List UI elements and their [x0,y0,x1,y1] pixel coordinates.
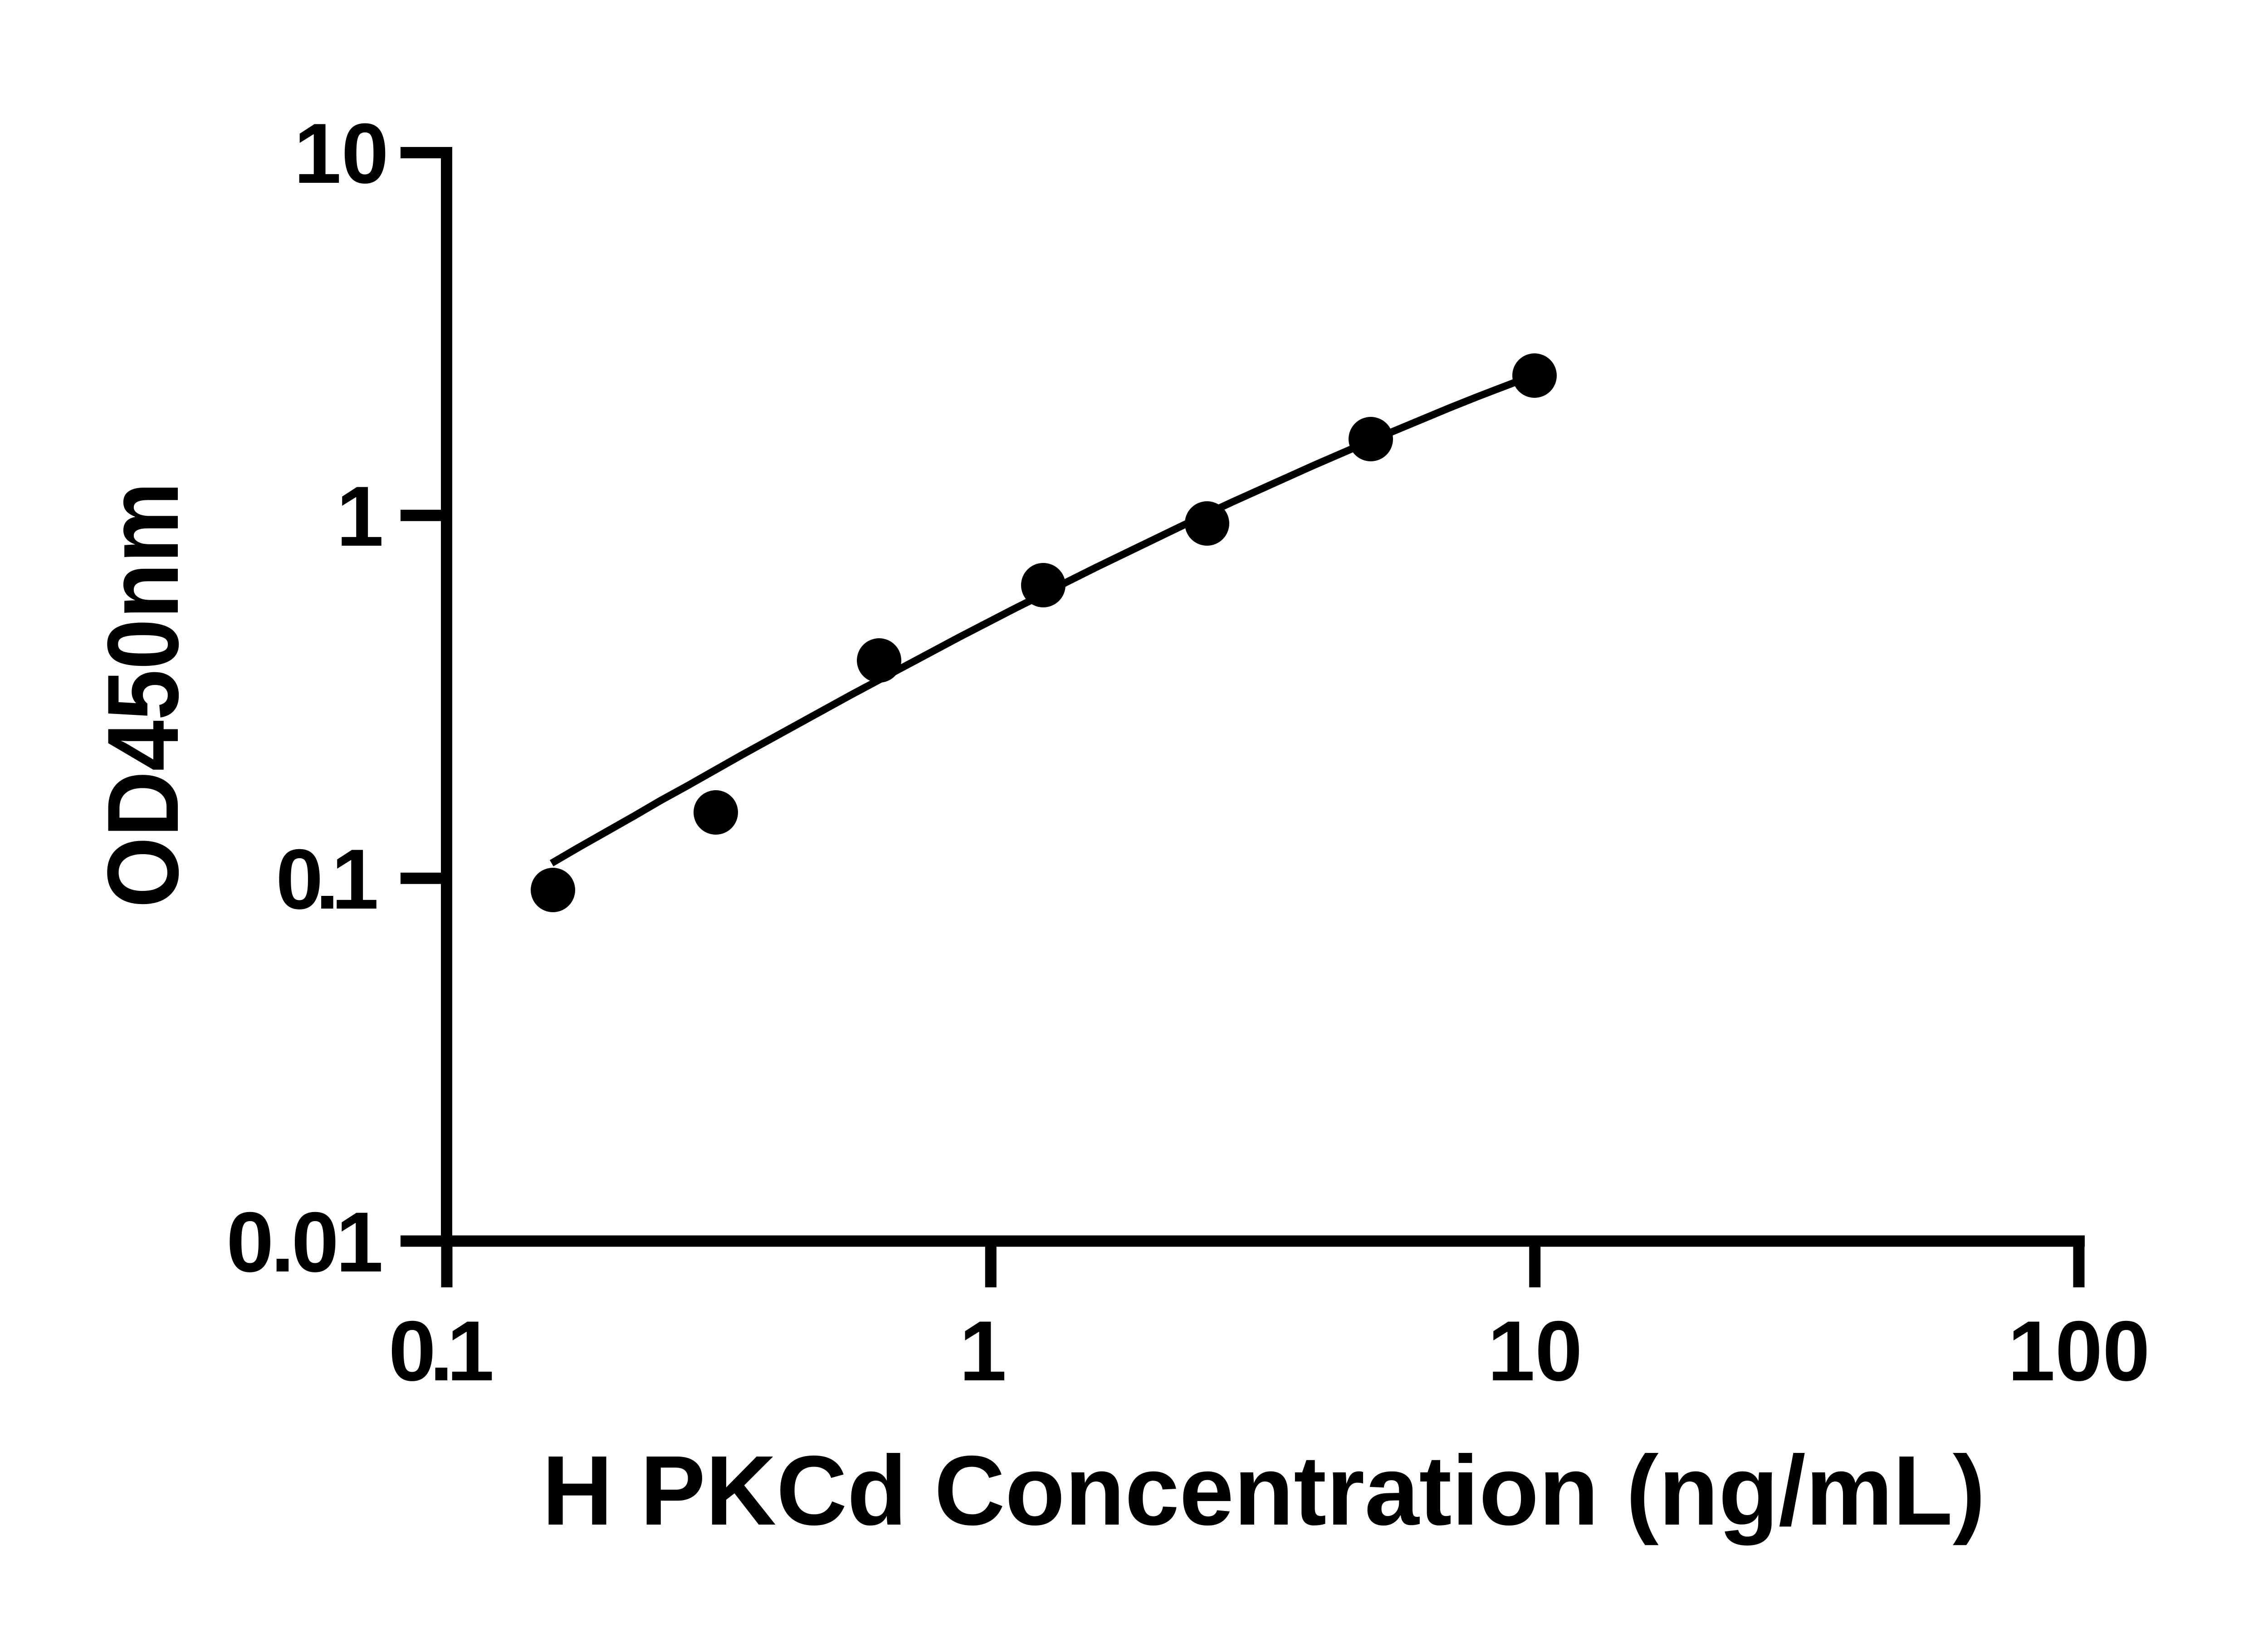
svg-text:1: 1 [959,1303,1007,1398]
svg-text:100: 100 [2008,1303,2150,1398]
svg-text:OD450nm: OD450nm [87,482,200,908]
svg-text:0.1: 0.1 [389,1303,494,1398]
svg-text:0.01: 0.01 [226,1194,383,1290]
svg-text:H PKCd Concentration (ng/mL): H PKCd Concentration (ng/mL) [542,1436,1985,1546]
svg-text:10: 10 [1487,1303,1582,1398]
svg-text:10: 10 [294,106,389,201]
svg-text:0.1: 0.1 [276,831,379,927]
svg-text:1: 1 [336,469,384,564]
